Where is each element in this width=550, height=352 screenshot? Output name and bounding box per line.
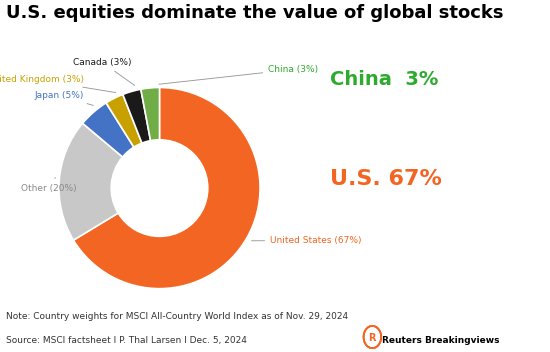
Text: Reuters Breakingviews: Reuters Breakingviews [382, 336, 500, 345]
Text: Source: MSCI factsheet I P. Thal Larsen I Dec. 5, 2024: Source: MSCI factsheet I P. Thal Larsen … [6, 336, 246, 345]
Wedge shape [141, 88, 160, 141]
Text: Canada (3%): Canada (3%) [73, 58, 135, 86]
Wedge shape [74, 88, 260, 289]
Text: Note: Country weights for MSCI All-Country World Index as of Nov. 29, 2024: Note: Country weights for MSCI All-Count… [6, 312, 348, 321]
Text: U.S. equities dominate the value of global stocks: U.S. equities dominate the value of glob… [6, 4, 503, 21]
Wedge shape [82, 103, 134, 157]
Text: China  3%: China 3% [330, 70, 438, 89]
Text: U.S. 67%: U.S. 67% [330, 169, 442, 189]
Text: R: R [368, 333, 376, 342]
Text: United States (67%): United States (67%) [251, 236, 362, 245]
Wedge shape [59, 123, 123, 240]
Text: Other (20%): Other (20%) [21, 177, 77, 193]
Text: United Kingdom (3%): United Kingdom (3%) [0, 75, 116, 93]
Wedge shape [106, 94, 142, 147]
Text: China (3%): China (3%) [159, 65, 318, 84]
Text: Japan (5%): Japan (5%) [35, 91, 94, 106]
Wedge shape [123, 89, 151, 143]
